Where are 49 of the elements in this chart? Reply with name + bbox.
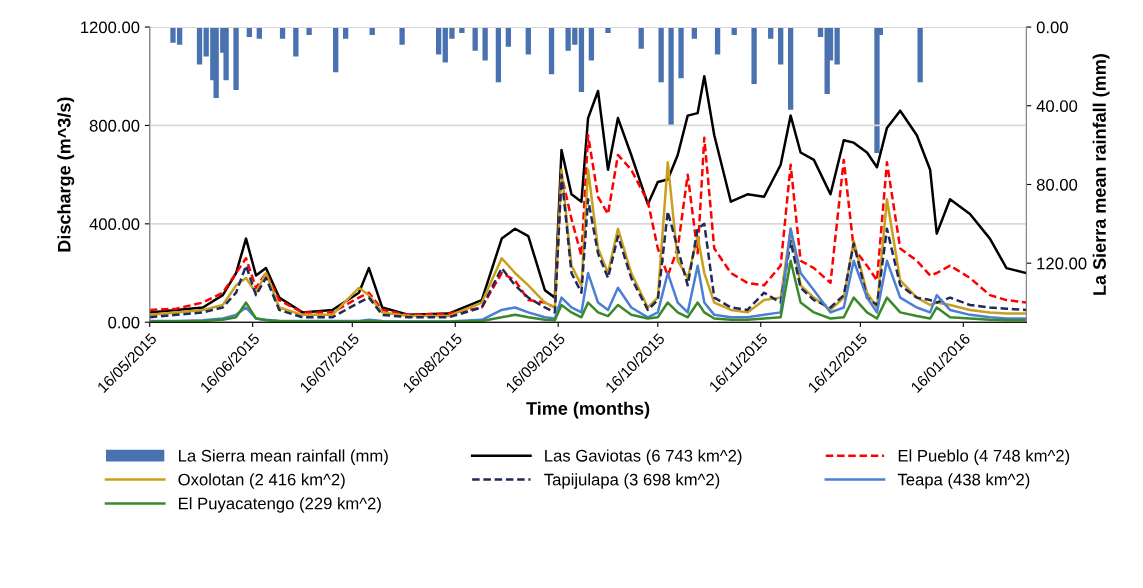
bar: [658, 27, 664, 83]
y-axis-title: Discharge (m^3/s): [57, 97, 75, 252]
y2-axis-title: La Sierra mean rainfall (mm): [1092, 54, 1110, 295]
bar: [917, 27, 923, 83]
bar: [233, 27, 239, 91]
legend-label: Teapa (438 km^2): [897, 473, 1030, 489]
bar: [495, 27, 502, 83]
bar: [333, 27, 339, 73]
bar: [196, 27, 203, 65]
bar: [459, 27, 465, 33]
bar: [588, 27, 595, 61]
bar: [482, 27, 488, 61]
legend-label: Las Gaviotas (6 743 km^2): [545, 449, 742, 465]
bar: [578, 27, 585, 92]
bar: [548, 27, 555, 75]
bar: [787, 27, 794, 110]
y2-tick-label: 0.00: [1036, 21, 1068, 34]
legend-label: Tapijulapa (3 698 km^2): [544, 473, 720, 489]
y-tick-label: 400.00: [89, 218, 140, 231]
legend-label: La Sierra mean rainfall (mm): [179, 449, 388, 465]
bar: [714, 27, 721, 55]
bar: [399, 27, 405, 45]
legend-label: El Pueblo (4 748 km^2): [898, 449, 1070, 465]
bar: [678, 27, 684, 79]
bar: [638, 27, 644, 49]
bar: [525, 27, 531, 55]
bar: [223, 27, 229, 81]
bar: [213, 27, 219, 98]
bar: [668, 27, 674, 126]
y2-tick-label: 80.00: [1036, 178, 1078, 191]
legend-label: Oxolotan (2 416 km^2): [178, 473, 345, 489]
bar: [751, 27, 757, 85]
legend-label: El Puyacatengo (229 km^2): [179, 497, 381, 513]
x-axis-title: Time (months): [526, 401, 650, 419]
line-series: [149, 74, 1027, 317]
bar: [778, 27, 784, 65]
bar: [306, 27, 312, 35]
y-tick-label: 800.00: [89, 119, 140, 132]
bar: [874, 27, 880, 153]
y2-tick-label: 40.00: [1036, 100, 1078, 112]
bar: [505, 27, 512, 47]
bar: [605, 27, 611, 33]
line-series: [149, 134, 1027, 317]
y2-tick-label: 120.00: [1037, 257, 1087, 270]
bar: [293, 27, 299, 57]
bar: [472, 27, 478, 51]
y-tick-label: 0.00: [108, 316, 140, 329]
y-tick-label: 1200.00: [81, 21, 140, 34]
bar: [435, 27, 442, 55]
